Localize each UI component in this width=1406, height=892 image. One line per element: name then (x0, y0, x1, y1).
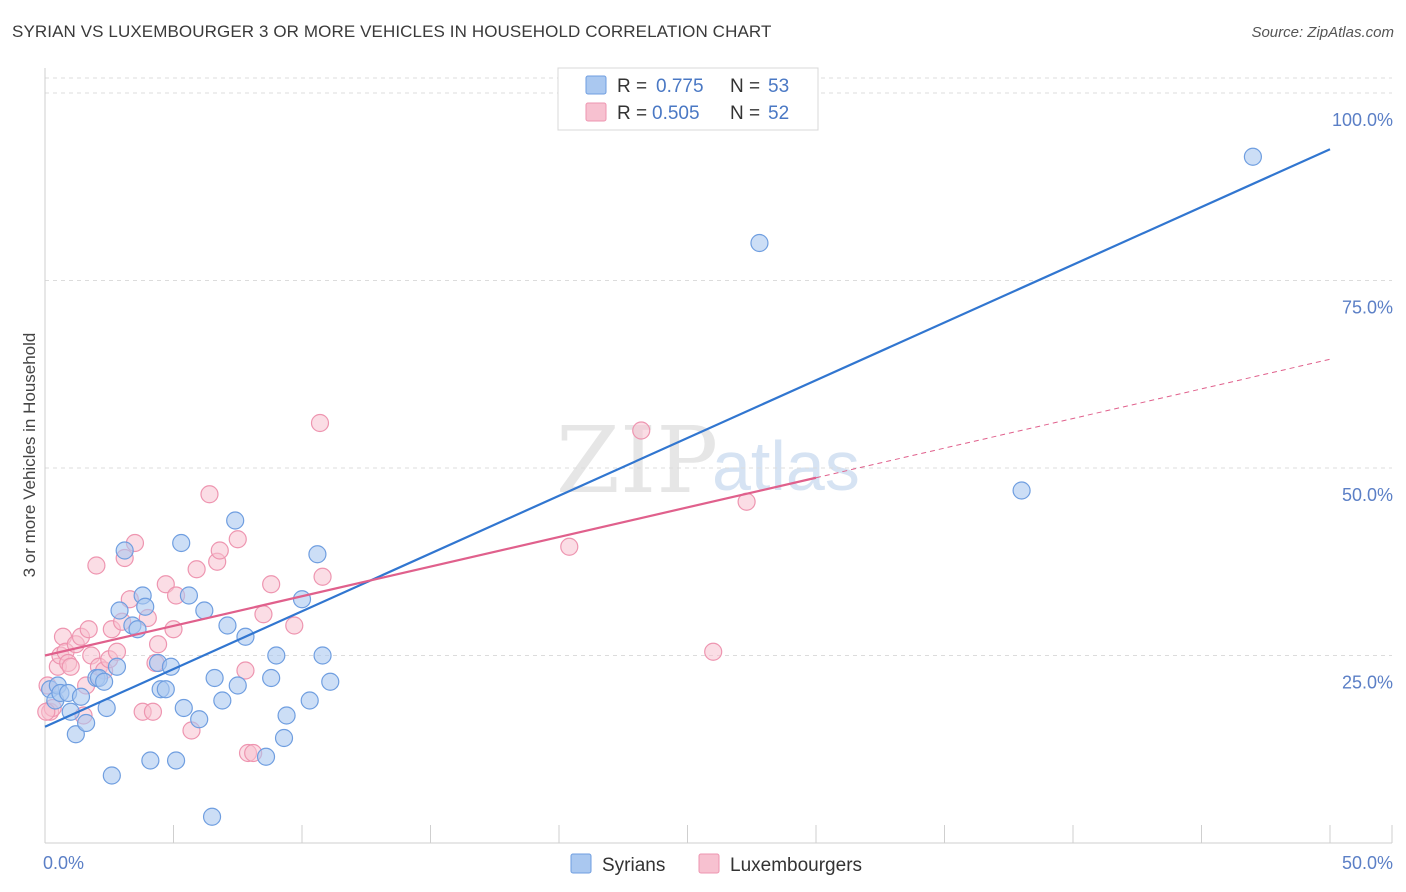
syrians-point (66, 725, 85, 744)
luxembourgers-point (236, 661, 255, 680)
syrians-point (750, 233, 769, 253)
syrians-point (300, 691, 319, 710)
syrians-point (141, 751, 160, 770)
stats-legend: R = 0.775 N = 53 R = 0.505 N = 52 (557, 67, 819, 131)
luxembourgers-point (228, 530, 247, 549)
luxembourgers-legend-swatch (698, 853, 720, 874)
syrians-trend-line (44, 148, 1331, 728)
n-value-syrians: 53 (768, 76, 789, 97)
syrians-point (274, 728, 294, 748)
luxembourgers-legend-label: Luxembourgers (730, 855, 862, 876)
luxembourgers-point (148, 635, 168, 654)
luxembourgers-point (187, 560, 206, 579)
y-tick-label: 25.0% (1342, 673, 1393, 693)
syrians-point (77, 713, 96, 733)
syrians-point (213, 691, 232, 710)
tick-labels: 25.0% 50.0% 75.0% 100.0% 0.0% 50.0% (43, 110, 1393, 873)
syrians-point (205, 668, 224, 688)
syrians-point (277, 706, 296, 725)
luxembourgers-point (210, 541, 229, 560)
syrians-point (267, 646, 286, 665)
trend-lines (44, 148, 1331, 728)
syrians-point (166, 751, 186, 770)
syrians-point (1012, 481, 1031, 500)
luxembourgers-point (200, 485, 219, 504)
luxembourgers-point (285, 616, 304, 635)
syrians-point (202, 807, 222, 826)
series-legend: Syrians Luxembourgers (570, 853, 862, 876)
luxembourgers-point (143, 702, 163, 721)
syrians-point (156, 680, 175, 699)
luxembourgers-trend-extension (815, 358, 1331, 479)
luxembourgers-point (164, 620, 183, 639)
luxembourgers-point (704, 642, 723, 661)
syrians-point (190, 710, 209, 729)
syrians-point (262, 668, 281, 688)
syrians-points (41, 87, 1263, 826)
y-tick-label: 75.0% (1342, 298, 1393, 318)
r-label-luxembourgers: R = (617, 103, 647, 124)
syrians-point (179, 586, 199, 605)
r-value-luxembourgers: 0.505 (652, 103, 700, 124)
luxembourgers-point (87, 556, 106, 575)
syrians-point (71, 687, 91, 706)
y-tick-label: 50.0% (1342, 485, 1393, 505)
syrians-point (1243, 147, 1263, 166)
luxembourgers-point (61, 657, 80, 676)
luxembourgers-point (313, 567, 332, 586)
syrians-point (292, 590, 312, 609)
luxembourgers-point (560, 537, 579, 556)
syrians-point (107, 657, 127, 676)
syrians-point (174, 698, 193, 718)
syrians-point (256, 747, 276, 766)
syrians-point (321, 672, 340, 691)
source-credit: Source: ZipAtlas.com (1251, 24, 1394, 41)
syrians-point (226, 511, 245, 530)
syrians-point (308, 545, 327, 564)
syrians-point (136, 597, 155, 616)
y-tick-label: 100.0% (1332, 110, 1393, 130)
luxembourgers-point (254, 605, 273, 624)
luxembourgers-swatch (585, 102, 607, 122)
syrians-legend-swatch (570, 853, 592, 874)
syrians-point (110, 601, 129, 620)
syrians-swatch (585, 75, 607, 95)
luxembourgers-trend-line (44, 476, 817, 657)
n-value-luxembourgers: 52 (768, 103, 789, 124)
luxembourgers-point (632, 421, 651, 440)
luxembourgers-point (156, 575, 175, 594)
y-axis-label: 3 or more Vehicles in Household (20, 333, 39, 578)
luxembourgers-point (79, 620, 98, 639)
x-tick-label-max: 50.0% (1342, 853, 1393, 873)
r-label-syrians: R = (617, 76, 647, 97)
watermark-atlas: atlas (712, 427, 860, 505)
n-label-syrians: N = (730, 76, 760, 97)
syrians-point (172, 533, 191, 553)
syrians-legend-label: Syrians (602, 855, 665, 876)
syrians-point (102, 766, 121, 785)
luxembourgers-point (310, 413, 330, 433)
r-value-syrians: 0.775 (656, 76, 704, 97)
syrians-point (218, 616, 237, 635)
syrians-point (313, 646, 332, 665)
n-label-luxembourgers: N = (730, 103, 760, 124)
gridlines (45, 77, 1392, 656)
chart-title: SYRIAN VS LUXEMBOURGER 3 OR MORE VEHICLE… (12, 22, 772, 41)
syrians-point (95, 672, 114, 691)
syrians-point (228, 676, 247, 695)
syrians-point (115, 541, 134, 560)
luxembourgers-point (262, 575, 281, 594)
x-tick-label-min: 0.0% (43, 853, 84, 873)
